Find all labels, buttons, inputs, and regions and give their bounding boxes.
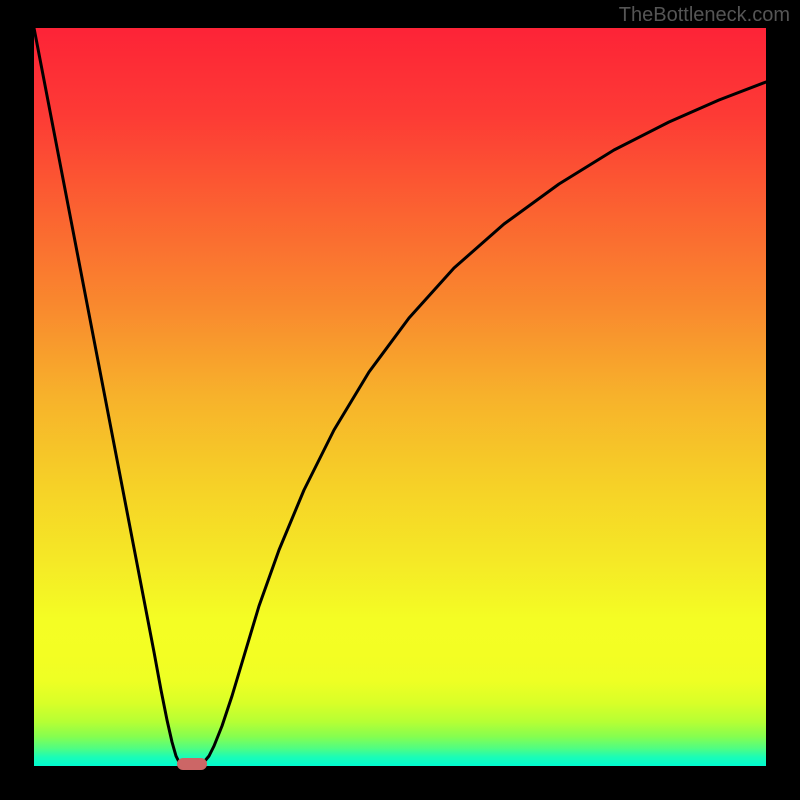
plot-area [34,28,766,766]
chart-outer: TheBottleneck.com [0,0,800,800]
bottleneck-curve [34,28,766,766]
watermark-text: TheBottleneck.com [619,4,790,27]
optimum-marker [177,758,207,770]
